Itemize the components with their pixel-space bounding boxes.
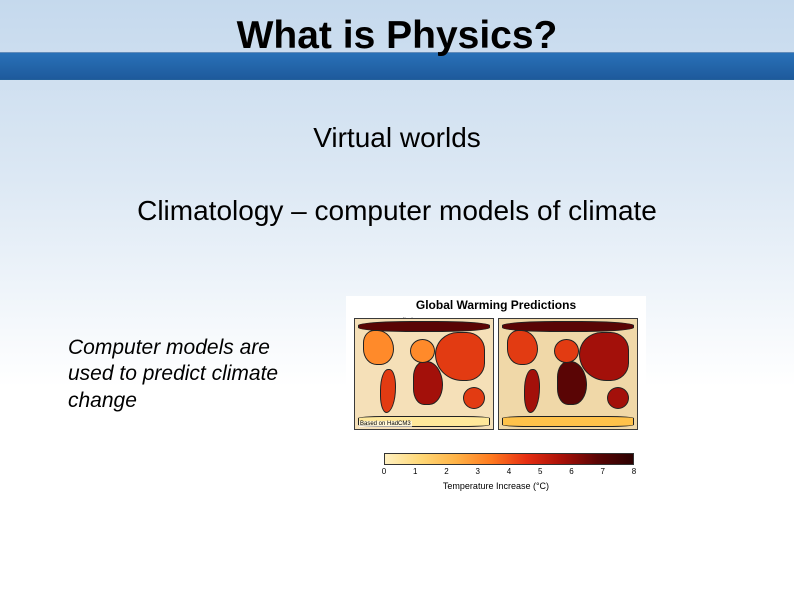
figure-colorbar [384, 453, 634, 465]
land-region [463, 387, 485, 409]
slide-caption: Computer models are used to predict clim… [68, 335, 308, 414]
land-region [410, 339, 435, 363]
colorbar-tick: 7 [601, 467, 605, 476]
map-panel-right [498, 318, 638, 430]
slide-subtitle-2: Climatology – computer models of climate [0, 195, 794, 227]
colorbar-tick: 0 [382, 467, 386, 476]
slide-title: What is Physics? [0, 14, 794, 58]
figure-colorbar-ticks: 0 1 2 3 4 5 6 7 8 [384, 467, 634, 479]
climate-figure: Global Warming Predictions 2070-2100 Pre… [346, 296, 646, 485]
colorbar-tick: 4 [507, 467, 511, 476]
colorbar-tick: 1 [413, 467, 417, 476]
figure-map-panels: Based on HadCM3 [354, 318, 638, 430]
map-model-label: Based on HadCM3 [359, 421, 412, 427]
slide-subtitle-1: Virtual worlds [0, 122, 794, 154]
colorbar-tick: 2 [444, 467, 448, 476]
colorbar-tick: 5 [538, 467, 542, 476]
land-region [435, 332, 485, 380]
land-region [502, 416, 634, 427]
land-region [507, 330, 537, 365]
figure-title: Global Warming Predictions [346, 298, 646, 312]
land-region [607, 387, 629, 409]
land-region [524, 369, 541, 413]
figure-axis-label: Temperature Increase (°C) [346, 481, 646, 491]
colorbar-tick: 6 [569, 467, 573, 476]
land-region [363, 330, 393, 365]
land-region [554, 339, 579, 363]
colorbar-tick: 3 [476, 467, 480, 476]
land-region [579, 332, 629, 380]
land-region [380, 369, 397, 413]
colorbar-tick: 8 [632, 467, 636, 476]
map-panel-left: Based on HadCM3 [354, 318, 494, 430]
